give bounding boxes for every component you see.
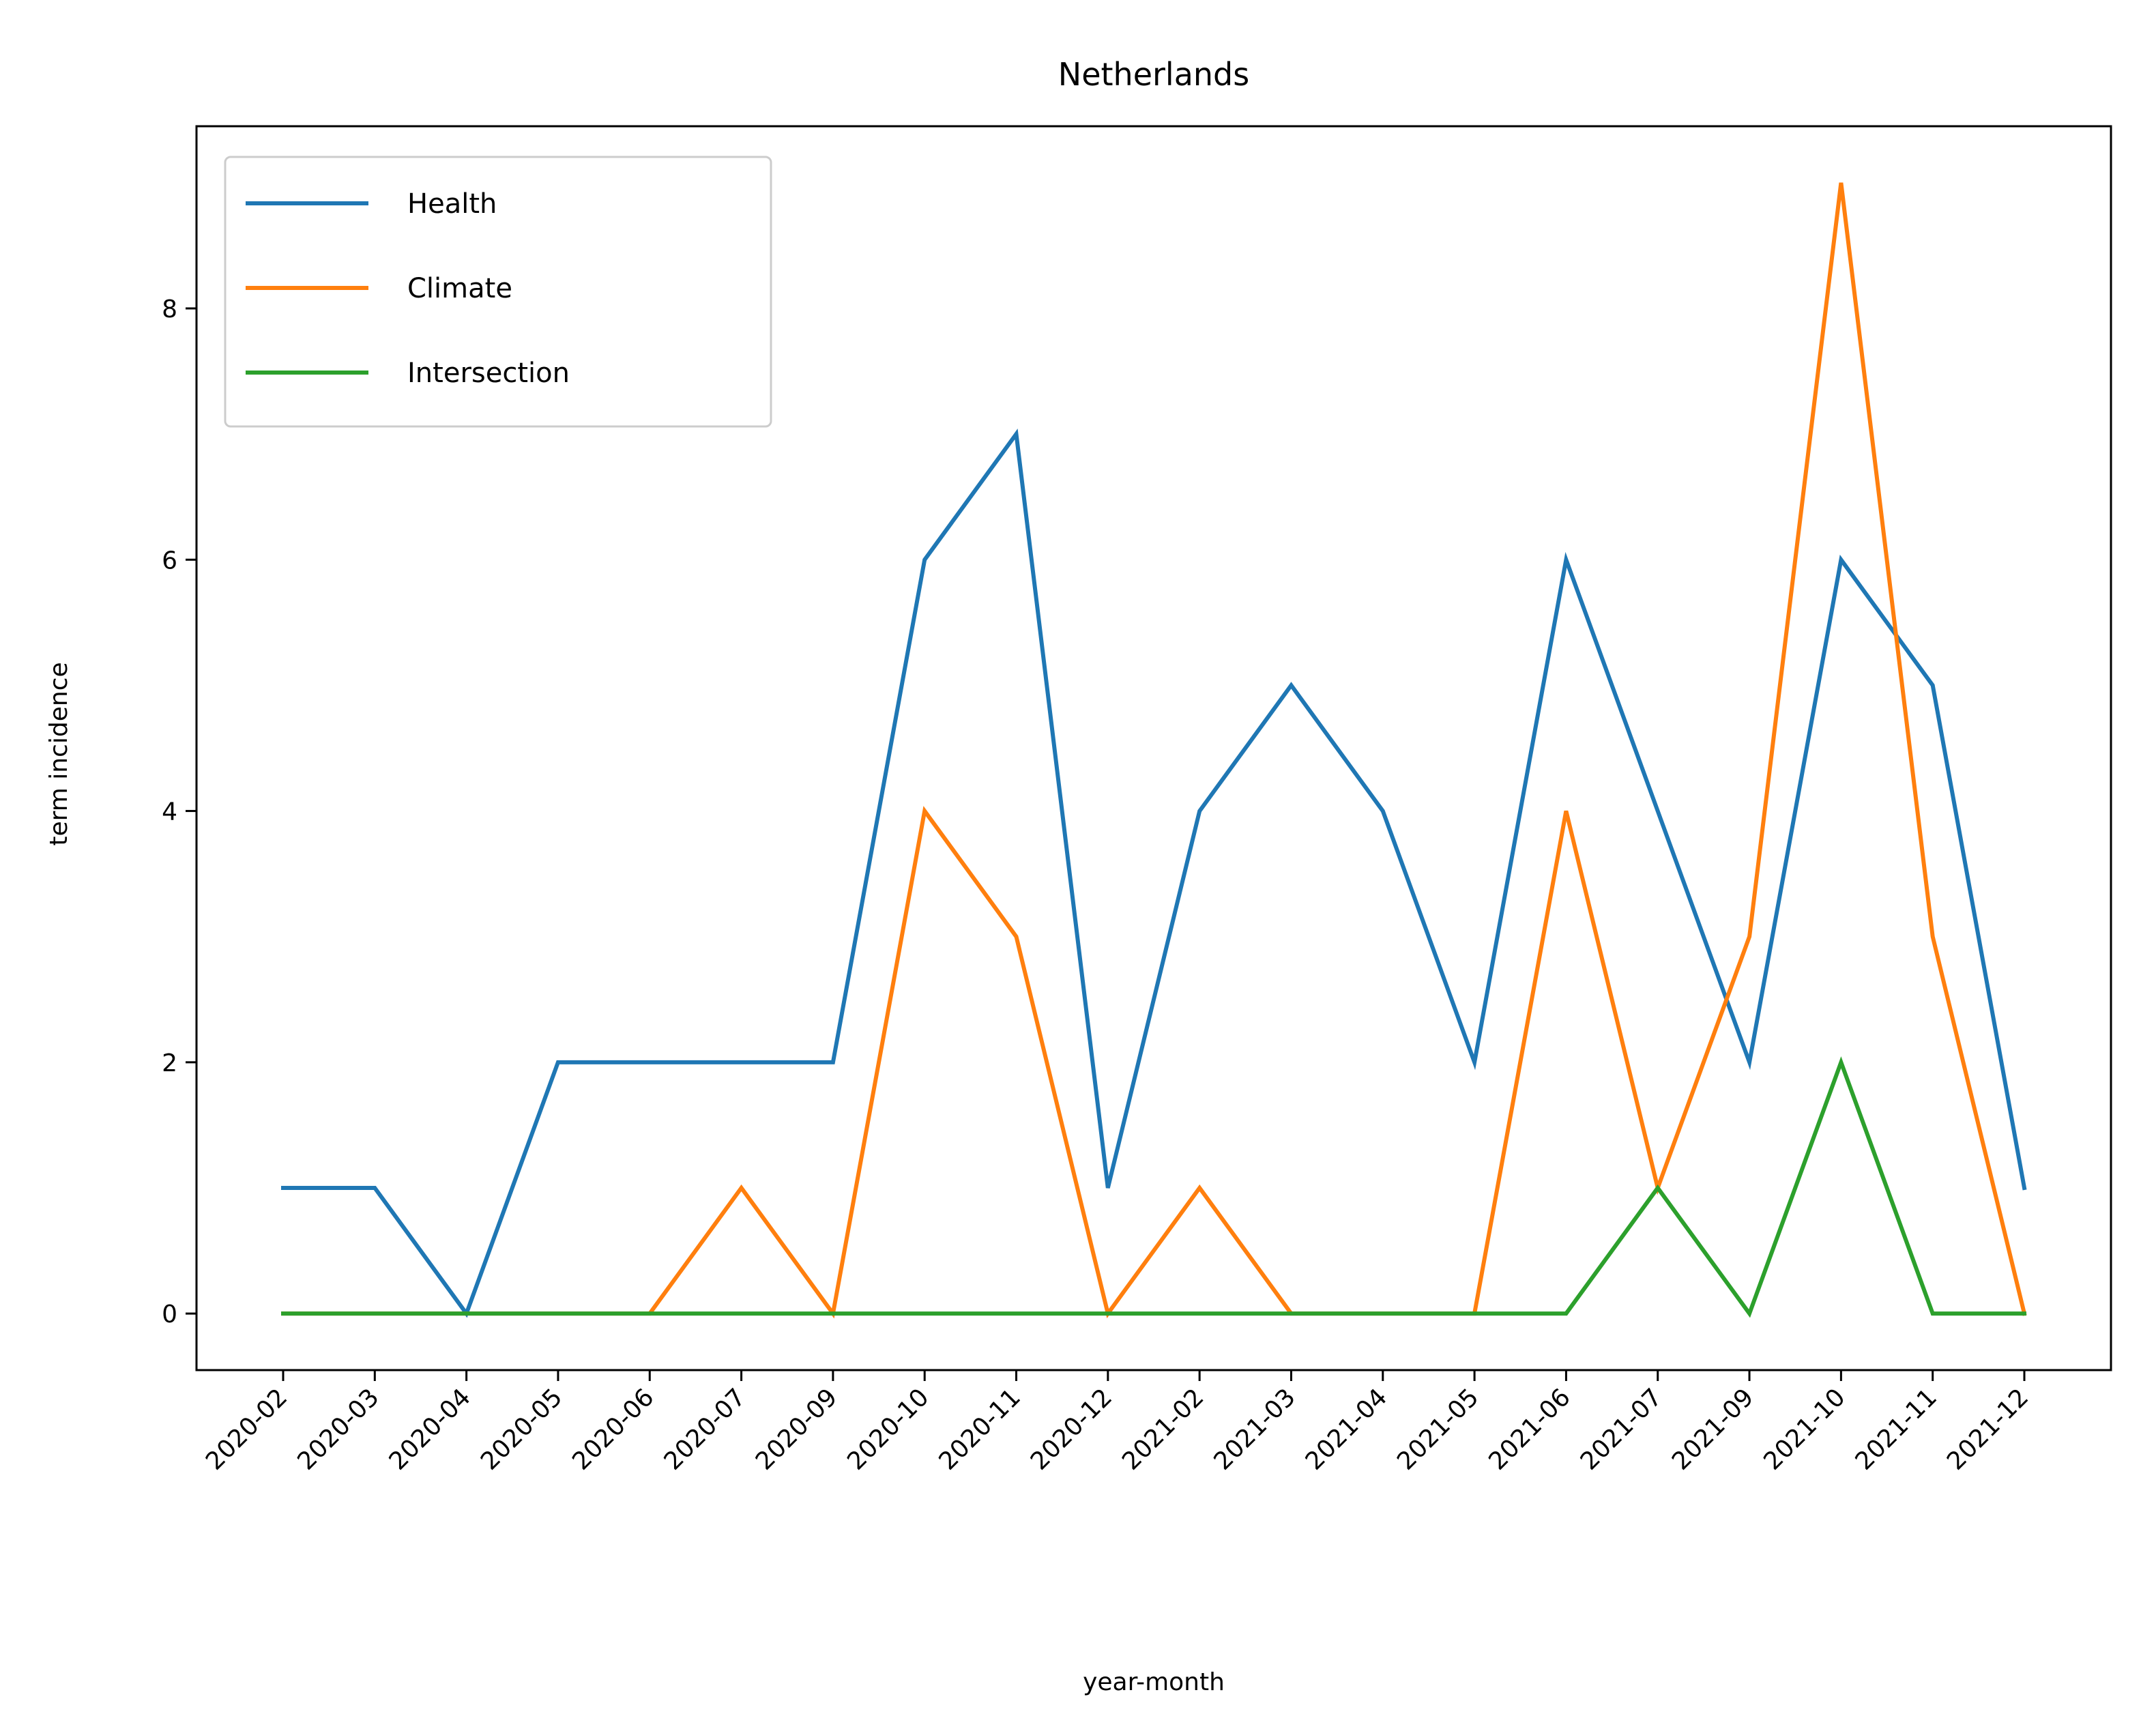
y-axis-label: term incidence — [45, 662, 73, 845]
y-tick-label: 8 — [162, 295, 177, 323]
axes-frame — [195, 125, 2112, 1371]
y-tick-label: 0 — [162, 1301, 177, 1328]
y-axis-ticks: 0 2 4 6 8 — [162, 295, 196, 1328]
series-lines — [281, 182, 2027, 1319]
legend-label-climate: Climate — [407, 273, 512, 304]
series-line-health — [281, 428, 2027, 1318]
chart-title: Netherlands — [1058, 56, 1249, 93]
y-tick-label: 4 — [162, 798, 177, 826]
x-axis-label: year-month — [1083, 1668, 1225, 1696]
legend: Health Climate Intersection — [224, 156, 772, 428]
series-line-intersection — [281, 1056, 2026, 1318]
legend-label-intersection: Intersection — [407, 358, 570, 389]
legend-label-health: Health — [407, 188, 497, 220]
y-tick-label: 6 — [162, 547, 177, 575]
y-tick-label: 2 — [162, 1049, 177, 1077]
legend-box — [224, 156, 772, 428]
